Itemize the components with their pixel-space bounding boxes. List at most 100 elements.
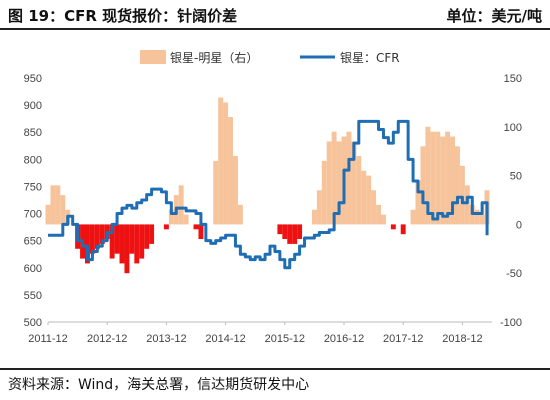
bar-2014-06 xyxy=(193,224,199,230)
x-tick-label: 2017-12 xyxy=(383,333,423,345)
line-series xyxy=(48,119,489,270)
y-left-tick-label: 950 xyxy=(24,73,42,85)
bar-2018-10 xyxy=(450,136,455,225)
y-right-tick-label: 150 xyxy=(504,73,522,85)
y-right-tick-label: 100 xyxy=(504,122,522,134)
bar-2015-11 xyxy=(277,224,283,235)
bar-2017-05 xyxy=(366,175,372,225)
bar-2015-12 xyxy=(282,224,288,240)
bar-2013-02 xyxy=(114,224,120,254)
bar-2016-01 xyxy=(287,224,293,244)
y-left-tick-label: 650 xyxy=(24,236,42,248)
bar-2014-03 xyxy=(178,185,184,225)
bar-2016-09 xyxy=(326,141,332,225)
x-tick-label: 2013-12 xyxy=(146,333,186,345)
y-right-tick-label: -50 xyxy=(506,268,522,280)
legend-label-bar: 银星-明星（右） xyxy=(170,50,258,65)
line-cfr xyxy=(48,119,489,270)
x-tick-label: 2011-12 xyxy=(28,333,68,345)
bar-2017-07 xyxy=(376,204,381,225)
y-left-tick-label: 550 xyxy=(24,290,42,302)
bar-2012-09 xyxy=(89,224,95,254)
x-tick-label: 2015-12 xyxy=(265,333,305,345)
bar-2013-01 xyxy=(109,224,115,259)
bar-2012-03 xyxy=(60,195,66,225)
bar-2016-10 xyxy=(331,131,337,225)
bar-2017-02 xyxy=(351,141,357,225)
bar-2018-05 xyxy=(425,126,431,225)
y-left-tick-label: 800 xyxy=(24,154,42,166)
source-note: 资料来源：Wind，海关总署，信达期货研发中心 xyxy=(8,377,310,393)
y-left-tick-label: 600 xyxy=(24,263,42,275)
chart-title: 图 19：CFR 现货报价：针阔价差 xyxy=(8,7,238,25)
bar-2014-04 xyxy=(183,214,189,225)
bar-2012-10 xyxy=(94,224,100,249)
bar-2018-07 xyxy=(435,131,441,225)
bar-2015-02 xyxy=(233,156,238,225)
bar-2016-02 xyxy=(292,224,298,244)
bar-2017-06 xyxy=(371,190,377,225)
bar-2015-01 xyxy=(228,117,233,225)
bar-2012-01 xyxy=(50,185,56,225)
legend: 银星-明星（右） 银星：CFR xyxy=(140,50,400,65)
chart-header: 图 19：CFR 现货报价：针阔价差 单位：美元/吨 xyxy=(0,0,550,30)
bar-2019-01 xyxy=(464,185,470,225)
bar-2017-10 xyxy=(390,224,396,230)
top-rule xyxy=(0,28,550,30)
x-tick-label: 2018-12 xyxy=(442,333,482,345)
bar-2012-02 xyxy=(55,185,61,225)
y-left-tick-label: 900 xyxy=(24,100,42,112)
bar-2018-06 xyxy=(430,131,436,225)
y-left-tick-label: 850 xyxy=(24,127,42,139)
bar-2017-01 xyxy=(346,131,352,225)
bottom-rule xyxy=(0,368,550,370)
bar-2018-04 xyxy=(420,146,426,225)
bar-2011-12 xyxy=(45,204,51,225)
y-right-tick-label: 50 xyxy=(510,171,522,183)
bar-2013-04 xyxy=(124,224,130,274)
bar-2016-11 xyxy=(336,141,342,225)
y-right-tick-label: -100 xyxy=(500,317,522,329)
bar-series xyxy=(45,97,490,274)
bar-2014-11 xyxy=(218,97,224,225)
unit-label: 单位：美元/吨 xyxy=(446,7,542,25)
x-tick-label: 2012-12 xyxy=(87,333,127,345)
bar-2017-08 xyxy=(381,214,386,225)
bar-2016-03 xyxy=(297,224,303,240)
bar-2018-09 xyxy=(445,131,451,225)
bar-2018-11 xyxy=(455,146,460,225)
bar-2013-12 xyxy=(163,224,169,230)
bar-2013-03 xyxy=(119,224,125,264)
legend-label-line: 银星：CFR xyxy=(340,51,400,65)
bar-2018-02 xyxy=(410,209,416,225)
bar-2014-07 xyxy=(198,224,204,240)
bar-2019-04 xyxy=(479,214,485,225)
bar-2012-08 xyxy=(85,224,90,264)
bar-2014-12 xyxy=(223,102,229,225)
bar-2013-05 xyxy=(129,224,135,254)
bar-2017-12 xyxy=(400,224,406,235)
bar-2013-07 xyxy=(139,224,145,259)
bar-2017-04 xyxy=(361,170,367,225)
y-left-tick-label: 750 xyxy=(24,181,42,193)
bar-2015-03 xyxy=(237,204,243,225)
bar-2017-03 xyxy=(356,156,362,225)
legend-swatch-bar xyxy=(140,50,166,64)
y-right-tick-label: 0 xyxy=(516,219,522,231)
bar-2018-12 xyxy=(459,165,465,225)
bar-2018-03 xyxy=(415,180,421,225)
y-left-tick-label: 700 xyxy=(24,209,42,221)
x-tick-label: 2014-12 xyxy=(205,333,245,345)
bar-2018-08 xyxy=(440,136,446,225)
bar-2013-08 xyxy=(144,224,150,249)
bar-2014-10 xyxy=(213,160,219,225)
bar-2019-03 xyxy=(474,209,480,225)
bar-2013-06 xyxy=(134,224,140,264)
chart-svg: 500 550 600 650 700 750 800 850 900 950 -100 -50 0 50… xyxy=(24,50,522,345)
bar-2016-06 xyxy=(311,209,317,225)
axes: 500 550 600 650 700 750 800 850 900 950 -100 -50 0 50… xyxy=(24,73,522,345)
bar-2014-01 xyxy=(168,209,174,225)
x-tick-label: 2016-12 xyxy=(324,333,364,345)
y-left-tick-label: 500 xyxy=(24,317,42,329)
bar-2013-09 xyxy=(149,224,155,244)
